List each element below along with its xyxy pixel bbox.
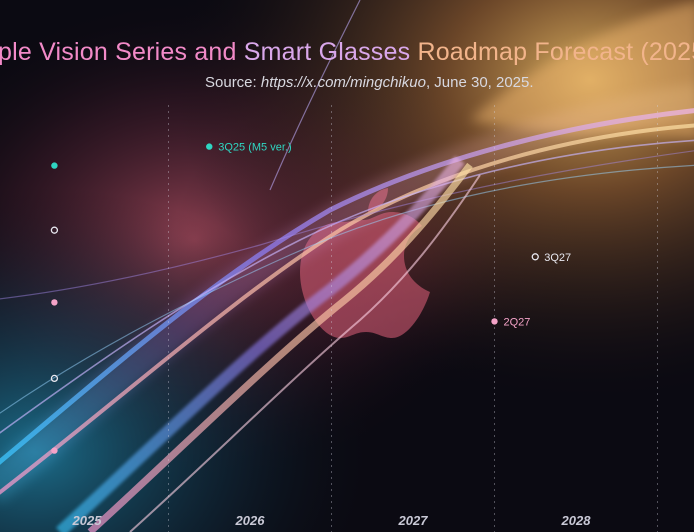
- data-point-marker: [206, 143, 213, 150]
- chart-title: ple Vision Series and Smart Glasses Road…: [0, 38, 694, 67]
- subtitle-prefix: Source:: [205, 74, 261, 91]
- data-point-label: 3Q27: [544, 252, 571, 264]
- subtitle-url: https://x.com/mingchikuo: [260, 74, 426, 91]
- chart-subtitle: Source: https://x.com/mingchikuo, June 3…: [205, 74, 534, 91]
- data-point-marker: [51, 299, 58, 306]
- title-part-2: Smart Glasses: [243, 38, 411, 66]
- data-points: 3Q25 (M5 ver.)2H28 (2nd gen3Q272Q272H28: [50, 142, 571, 454]
- data-point-marker: [491, 318, 498, 325]
- x-tick-label: 2025: [72, 513, 103, 528]
- title-part-3: Roadmap Forecast (2025: [410, 38, 694, 66]
- x-tick-label: 2027: [398, 513, 429, 528]
- subtitle-date: , June 30, 2025.: [425, 74, 534, 91]
- data-point-marker: [50, 374, 59, 383]
- x-tick-label: 2028: [561, 513, 592, 528]
- title-part-1: ple Vision Series and: [0, 38, 244, 66]
- data-point-label: 3Q25 (M5 ver.): [218, 142, 291, 154]
- data-point-label: 2Q27: [504, 316, 531, 328]
- data-point-marker: [531, 253, 539, 261]
- x-axis: 2025 2026 2027 2028: [72, 513, 592, 528]
- data-point-marker: [50, 226, 59, 234]
- data-point-marker: [51, 447, 58, 454]
- data-point-marker: [51, 162, 58, 169]
- year-dividers: [168, 105, 658, 532]
- x-tick-label: 2026: [235, 513, 266, 528]
